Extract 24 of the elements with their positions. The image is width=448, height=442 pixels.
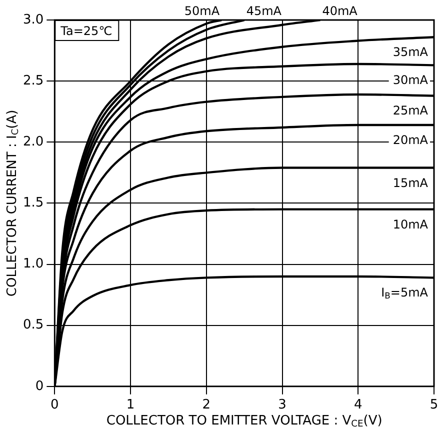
x-tick-label: 5 [430, 398, 438, 413]
y-tick-label: 2.0 [22, 134, 44, 150]
y-tick-label: 1.5 [22, 196, 44, 211]
series-label: 10mA [392, 217, 429, 232]
y-tick-label: 1.0 [22, 256, 44, 272]
series-label: 40mA [322, 4, 358, 18]
y-tick-label: 0 [35, 378, 44, 394]
x-tick-label: 1 [126, 398, 135, 413]
x-tick-label: 4 [354, 398, 362, 413]
y-tick-label: 3.0 [22, 12, 44, 28]
series-label: 30mA [392, 73, 429, 88]
annotation: Ta=25℃ [60, 24, 112, 38]
series-label: 45mA [246, 4, 282, 18]
y-tick-label: 0.5 [22, 318, 44, 333]
x-tick-label: 0 [50, 398, 59, 413]
x-tick-label: 2 [202, 398, 211, 413]
x-tick-label: 3 [278, 398, 286, 413]
series-label: 50mA [184, 4, 220, 18]
y-tick-label: 2.5 [22, 73, 44, 88]
series-label: 15mA [392, 176, 429, 190]
series-label: 20mA [392, 133, 429, 148]
series-label: 25mA [392, 104, 429, 118]
y-axis-title: COLLECTOR CURRENT : IC(A) [5, 110, 21, 297]
series-label: 35mA [392, 45, 429, 60]
